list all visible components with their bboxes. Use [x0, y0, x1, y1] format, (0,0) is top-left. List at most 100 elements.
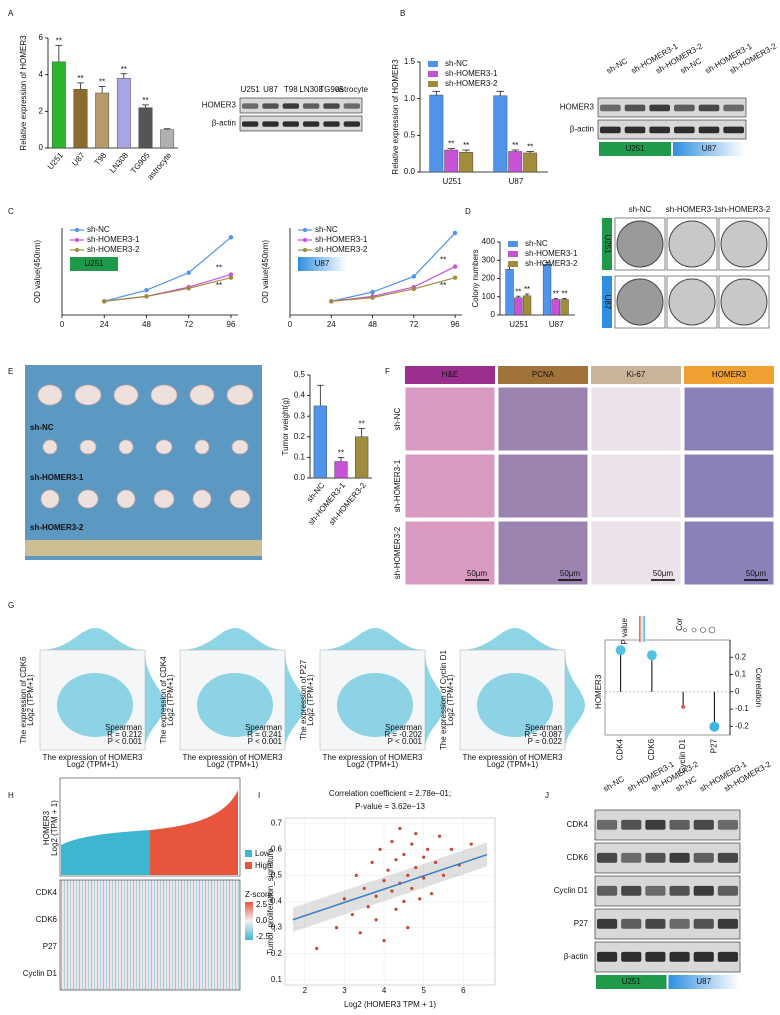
blot-band: [242, 103, 259, 109]
blot-band: [624, 104, 646, 112]
significance: **: [512, 141, 518, 150]
x-axis-unit: Log2 (TPM+1): [67, 760, 119, 769]
point: [406, 873, 410, 878]
blot-band: [717, 819, 738, 830]
ihc-image: [404, 453, 496, 519]
point: [315, 946, 319, 951]
point: [382, 879, 386, 883]
well: [668, 278, 716, 326]
x-tick-label: 4: [382, 986, 387, 995]
y-axis-label: The expression of CDK4: [159, 656, 168, 744]
blot-band: [597, 918, 618, 929]
column-header: [591, 366, 681, 384]
point: [102, 299, 107, 304]
error-bar: [562, 297, 567, 300]
point: [406, 925, 410, 930]
tumor: [37, 384, 63, 406]
legend-swatch: [245, 862, 252, 869]
blot-band: [621, 819, 642, 830]
x-tick-label: 72: [184, 320, 193, 329]
ihc-image: [590, 520, 682, 586]
ihc-image: [683, 453, 775, 519]
low-area: [61, 830, 150, 875]
point: [228, 235, 234, 240]
error-bar: [462, 149, 470, 153]
trend-line: [292, 853, 488, 921]
significance: **: [142, 96, 148, 105]
significance: **: [463, 141, 469, 150]
tumor: [229, 489, 251, 509]
row-label: sh-NC: [393, 407, 402, 430]
point: [390, 889, 394, 893]
stat-label: R = 0.212: [107, 730, 142, 739]
series-line: [331, 232, 456, 302]
point: [414, 832, 418, 836]
row-label: CDK6: [36, 915, 58, 924]
significance: **: [448, 140, 454, 149]
x-axis-unit: Log2 (TPM+1): [347, 760, 399, 769]
lane-label: U87: [263, 85, 278, 94]
tumor: [116, 489, 136, 509]
tumor: [150, 384, 178, 406]
blot-strip: [597, 97, 747, 118]
column-label: sh-NC: [629, 205, 652, 214]
y-tick-label: 0.5: [294, 370, 306, 379]
y-tick-label: 1.5: [404, 57, 416, 66]
legend-size: [683, 628, 687, 632]
y-axis-unit: Log2 (TPM+1): [166, 674, 175, 726]
significance: **: [77, 74, 83, 83]
blot-band: [624, 126, 646, 134]
significance: **: [524, 285, 530, 294]
point: [422, 876, 426, 880]
tumor: [77, 489, 99, 509]
bar: [334, 461, 348, 479]
y-axis-label: Relative expression of HOMER3: [19, 35, 28, 151]
y-axis-label: Tumor weight(g): [281, 397, 290, 455]
stat-label: R = -0.087: [524, 730, 562, 739]
point: [374, 894, 378, 898]
point-cloud: [337, 673, 413, 737]
legend-title: Cor: [675, 618, 684, 631]
x-axis-unit: Log2 (TPM+1): [207, 760, 259, 769]
x-tick-label: U87: [70, 150, 87, 167]
legend-label: sh-NC: [445, 59, 468, 68]
legend-marker: [75, 248, 79, 252]
group-bar: [673, 142, 745, 156]
error-bar: [432, 90, 441, 95]
stat-label: R = -0.202: [384, 730, 422, 739]
legend-size: [700, 627, 706, 633]
series-line: [104, 274, 232, 302]
ihc-image: [683, 520, 775, 586]
legend-swatch: [428, 61, 438, 67]
error-bar: [553, 298, 558, 300]
significance: **: [527, 143, 533, 152]
blot-band: [303, 103, 320, 109]
bar: [73, 89, 88, 149]
point: [350, 912, 354, 917]
row-label: CDK4: [567, 820, 589, 829]
blot-band: [597, 819, 618, 830]
y-axis-label: Tumor_proliferation_signature: [266, 848, 275, 955]
y-tick-label: 0.3: [294, 411, 306, 420]
column-label: HOMER3: [712, 370, 747, 379]
x-axis-label: The expression of HOMER3: [322, 753, 423, 762]
ruler: [25, 540, 262, 556]
column-header: [498, 366, 588, 384]
y-tick-label: 0: [39, 143, 44, 152]
y-tick-label: 400: [482, 237, 496, 246]
series-line: [104, 277, 232, 302]
bar: [508, 151, 523, 173]
bar: [160, 129, 175, 149]
well: [668, 220, 716, 268]
panel-letter: A: [8, 9, 14, 18]
legend-label: sh-HOMER3-1: [87, 235, 140, 244]
error-bar: [516, 295, 521, 298]
well: [720, 278, 768, 326]
y-tick-label: 0.2: [735, 652, 747, 661]
x-tick-label: T98: [93, 150, 109, 167]
blot-band: [621, 885, 642, 896]
x-tick-label: 24: [327, 320, 336, 329]
row-label: P27: [574, 919, 589, 928]
scale-label: 50μm: [467, 569, 488, 578]
